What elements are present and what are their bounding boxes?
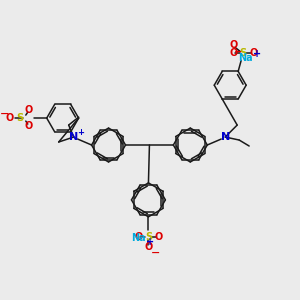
Text: −: − (233, 46, 243, 56)
Text: O: O (6, 113, 14, 123)
Text: −: − (0, 109, 10, 119)
Text: O: O (25, 105, 33, 115)
Text: S: S (145, 232, 152, 242)
Text: O: O (229, 40, 237, 50)
Text: N: N (69, 132, 78, 142)
Text: N: N (220, 132, 230, 142)
Text: O: O (25, 121, 33, 131)
Text: O: O (154, 232, 163, 242)
Text: +: + (77, 128, 84, 136)
Text: O: O (249, 48, 257, 59)
Text: S: S (240, 48, 247, 59)
Text: −: − (151, 248, 160, 258)
Text: O: O (134, 232, 142, 242)
Text: +: + (253, 49, 261, 59)
Text: O: O (229, 48, 237, 59)
Text: Na: Na (131, 233, 146, 243)
Text: O: O (144, 242, 153, 252)
Text: +: + (146, 237, 154, 247)
Text: Na: Na (238, 53, 253, 63)
Text: S: S (16, 113, 23, 123)
